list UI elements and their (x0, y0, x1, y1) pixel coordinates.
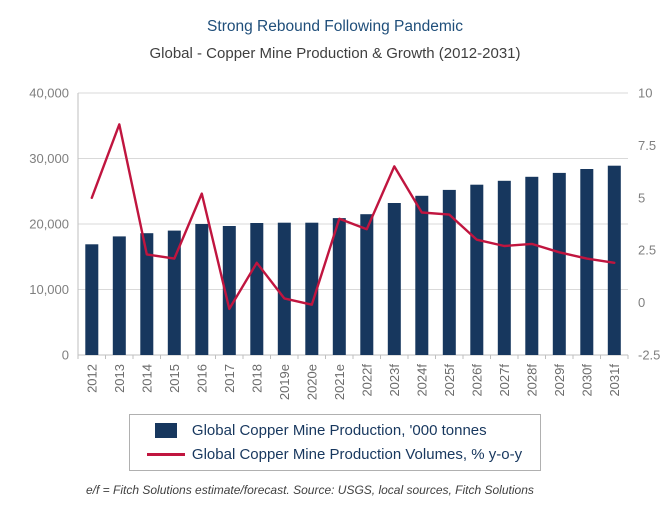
bar-2013 (112, 236, 126, 355)
bar-2019e (277, 222, 291, 355)
x-axis-label-2016: 2016 (194, 364, 209, 393)
bar-series-swatch (154, 423, 177, 438)
left-axis-tick-label: 40,000 (29, 86, 69, 101)
copper-production-chart: 40,000 30,000 20,000 10,000 0 10 7.5 5 2.5 0 -2.5 2… (29, 86, 660, 401)
left-axis-tick-label: 0 (62, 348, 69, 363)
bar-2014 (140, 233, 154, 355)
right-axis-tick-label: 2.5 (638, 243, 656, 258)
right-axis-tick-label: 5 (638, 190, 645, 205)
bar-2028f (525, 176, 539, 355)
left-axis-tick-label: 10,000 (29, 282, 69, 297)
bar-2026f (470, 184, 484, 355)
x-axis-label-2029f: 2029f (552, 364, 567, 397)
bar-2027f (497, 180, 511, 355)
right-axis-tick-label: 0 (638, 295, 645, 310)
chart-legend: Global Copper Mine Production, '000 tonn… (128, 414, 542, 471)
x-axis-label-2014: 2014 (139, 364, 154, 393)
bar-2012 (85, 244, 99, 355)
chart-title: Strong Rebound Following Pandemic (207, 18, 463, 35)
x-axis-label-2030f: 2030f (579, 364, 594, 397)
bar-2029f (552, 172, 566, 355)
right-axis-tick-label: 7.5 (638, 138, 656, 153)
x-axis-label-2019e: 2019e (277, 364, 292, 400)
bar-2023f (387, 203, 401, 355)
bar-2018 (250, 223, 264, 355)
bar-2024f (415, 195, 429, 355)
x-axis-label-2018: 2018 (249, 364, 264, 393)
x-axis-label-2026f: 2026f (469, 364, 484, 397)
left-axis-tick-label: 30,000 (29, 151, 69, 166)
x-axis-label-2021e: 2021e (332, 364, 347, 400)
source-note: e/f = Fitch Solutions estimate/forecast.… (86, 483, 534, 497)
bar-2016 (195, 224, 209, 355)
legend-label-growth: Global Copper Mine Production Volumes, %… (191, 446, 523, 463)
x-axis-label-2013: 2013 (112, 364, 127, 393)
x-axis-label-2028f: 2028f (524, 364, 539, 397)
growth-line (90, 123, 616, 311)
bar-2020e (305, 222, 319, 355)
bar-2031f (607, 165, 621, 355)
chart-subtitle: Global - Copper Mine Production & Growth… (149, 45, 521, 62)
legend-label-production: Global Copper Mine Production, '000 tonn… (191, 422, 487, 439)
bar-2030f (580, 169, 594, 355)
x-axis-label-2027f: 2027f (497, 364, 512, 397)
x-axis-label-2015: 2015 (167, 364, 182, 393)
x-axis-label-2020e: 2020e (304, 364, 319, 400)
x-axis-label-2022f: 2022f (359, 364, 374, 397)
bar-2021e (332, 218, 346, 355)
x-axis-label-2023f: 2023f (387, 364, 402, 397)
x-axis-label-2017: 2017 (222, 364, 237, 393)
x-axis-label-2024f: 2024f (414, 364, 429, 397)
left-axis-tick-label: 20,000 (29, 217, 69, 232)
line-series-swatch (146, 453, 185, 456)
right-axis-tick-label: 10 (638, 86, 652, 101)
x-axis-label-2031f: 2031f (607, 364, 622, 397)
x-axis-label-2012: 2012 (84, 364, 99, 393)
bar-2025f (442, 189, 456, 355)
x-axis-label-2025f: 2025f (442, 364, 457, 397)
right-axis-tick-label: -2.5 (638, 348, 660, 363)
bar-2015 (167, 230, 181, 355)
bar-2022f (360, 214, 374, 355)
bar-2017 (222, 226, 236, 355)
